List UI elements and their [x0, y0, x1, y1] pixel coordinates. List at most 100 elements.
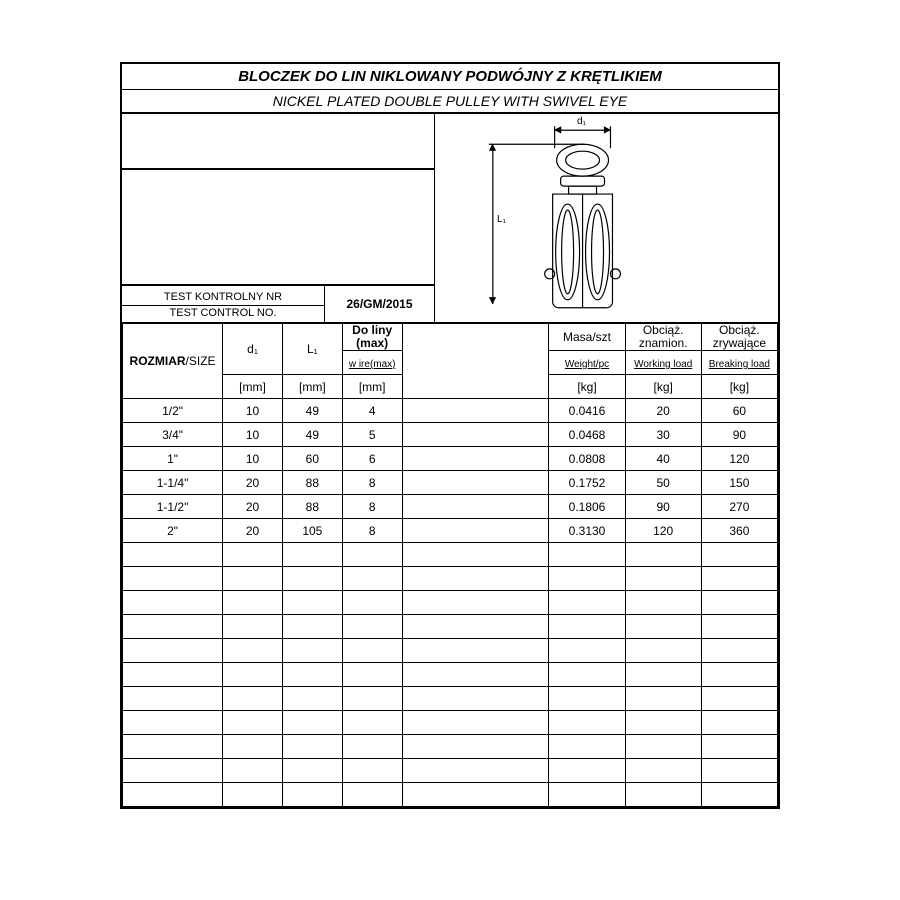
cell-wire: 8 [342, 519, 402, 543]
cell-img [462, 471, 549, 495]
cell-d1: 10 [223, 399, 283, 423]
cell-empty [549, 591, 625, 615]
test-label-en: TEST CONTROL NO. [122, 306, 324, 320]
cell-size: 1-1/4" [123, 471, 223, 495]
cell-img [462, 423, 549, 447]
cell-wt: 0.3130 [549, 519, 625, 543]
cell-wt: 0.0468 [549, 423, 625, 447]
cell-empty [123, 711, 223, 735]
cell-empty [549, 687, 625, 711]
cell-empty [342, 543, 402, 567]
cell-empty [223, 783, 283, 807]
cell-empty [402, 759, 462, 783]
hdr-wire-pl: Do liny (max) [342, 324, 402, 351]
cell-empty [123, 759, 223, 783]
cell-empty [462, 711, 549, 735]
cell-empty [402, 543, 462, 567]
cell-size: 1/2" [123, 399, 223, 423]
cell-empty [701, 615, 777, 639]
hdr-bl-pl: Obciąż. zrywające [701, 324, 777, 351]
table-row-empty [123, 591, 778, 615]
cell-empty [402, 711, 462, 735]
table-row-empty [123, 759, 778, 783]
hdr-gap [402, 324, 462, 399]
hdr-d1: d₁ [223, 324, 283, 375]
unit-d1: [mm] [223, 375, 283, 399]
cell-empty [223, 615, 283, 639]
cell-empty [625, 759, 701, 783]
cell-l1: 88 [282, 471, 342, 495]
cell-empty [701, 735, 777, 759]
unit-wire: [mm] [342, 375, 402, 399]
cell-empty [625, 567, 701, 591]
cell-empty [342, 783, 402, 807]
cell-wl: 40 [625, 447, 701, 471]
cell-empty [342, 639, 402, 663]
cell-l1: 105 [282, 519, 342, 543]
pulley-diagram [435, 114, 778, 322]
table-row-empty [123, 783, 778, 807]
cell-wire: 8 [342, 495, 402, 519]
hdr-img [462, 324, 549, 399]
hdr-wl-pl: Obciąż. znamion. [625, 324, 701, 351]
cell-empty [282, 759, 342, 783]
upper-left: TEST KONTROLNY NR TEST CONTROL NO. 26/GM… [122, 114, 435, 322]
cell-empty [402, 639, 462, 663]
cell-gap [402, 495, 462, 519]
header-row-1: ROZMIAR/SIZE d₁ L₁ Do liny (max) Masa/sz… [123, 324, 778, 351]
cell-empty [549, 639, 625, 663]
cell-empty [549, 567, 625, 591]
cell-empty [701, 711, 777, 735]
cell-empty [123, 567, 223, 591]
cell-size: 1-1/2" [123, 495, 223, 519]
hdr-wt-en: Weight/pc [549, 351, 625, 375]
title-en: NICKEL PLATED DOUBLE PULLEY WITH SWIVEL … [122, 90, 778, 114]
cell-empty [223, 759, 283, 783]
hdr-l1: L₁ [282, 324, 342, 375]
table-row-empty [123, 615, 778, 639]
test-label-pl: TEST KONTROLNY NR [122, 289, 324, 306]
cell-empty [282, 639, 342, 663]
cell-empty [223, 567, 283, 591]
cell-empty [462, 759, 549, 783]
table-row: 2"2010580.3130120360 [123, 519, 778, 543]
cell-wl: 20 [625, 399, 701, 423]
cell-empty [462, 663, 549, 687]
spec-sheet: BLOCZEK DO LIN NIKLOWANY PODWÓJNY Z KRĘT… [120, 62, 780, 809]
cell-bl: 150 [701, 471, 777, 495]
cell-empty [342, 759, 402, 783]
cell-size: 2" [123, 519, 223, 543]
cell-empty [701, 663, 777, 687]
test-control-row: TEST KONTROLNY NR TEST CONTROL NO. 26/GM… [122, 286, 434, 322]
cell-l1: 60 [282, 447, 342, 471]
cell-wl: 120 [625, 519, 701, 543]
diagram-cell: d₁ L₁ [435, 114, 778, 322]
cell-empty [282, 591, 342, 615]
cell-wl: 30 [625, 423, 701, 447]
data-table: ROZMIAR/SIZE d₁ L₁ Do liny (max) Masa/sz… [122, 323, 778, 807]
cell-empty [549, 783, 625, 807]
cell-l1: 88 [282, 495, 342, 519]
cell-empty [123, 543, 223, 567]
table-row-empty [123, 663, 778, 687]
cell-empty [282, 687, 342, 711]
cell-l1: 49 [282, 399, 342, 423]
hdr-wire-en: w ire(max) [342, 351, 402, 375]
cell-wl: 90 [625, 495, 701, 519]
hdr-size: ROZMIAR/SIZE [123, 324, 223, 399]
unit-wl: [kg] [625, 375, 701, 399]
cell-empty [701, 687, 777, 711]
table-row: 1-1/4"208880.175250150 [123, 471, 778, 495]
cell-gap [402, 471, 462, 495]
table-row: 1-1/2"208880.180690270 [123, 495, 778, 519]
cell-empty [625, 711, 701, 735]
cell-empty [701, 759, 777, 783]
cell-wt: 0.0416 [549, 399, 625, 423]
cell-empty [282, 711, 342, 735]
unit-l1: [mm] [282, 375, 342, 399]
cell-empty [402, 783, 462, 807]
cell-empty [282, 735, 342, 759]
cell-empty [223, 663, 283, 687]
cell-empty [402, 687, 462, 711]
blank-cell-2 [122, 170, 434, 286]
